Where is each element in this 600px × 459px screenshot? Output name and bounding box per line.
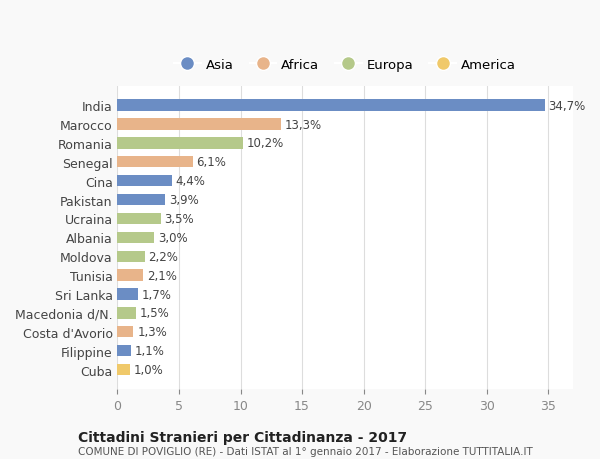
Text: 2,2%: 2,2% — [148, 250, 178, 263]
Text: 6,1%: 6,1% — [196, 156, 226, 169]
Bar — [118, 119, 281, 130]
Bar — [118, 100, 545, 112]
Text: Cittadini Stranieri per Cittadinanza - 2017: Cittadini Stranieri per Cittadinanza - 2… — [78, 430, 407, 444]
Bar — [118, 364, 130, 375]
Text: 1,0%: 1,0% — [133, 364, 163, 376]
Text: 4,4%: 4,4% — [175, 175, 205, 188]
Bar — [118, 345, 131, 357]
Text: 3,5%: 3,5% — [164, 213, 194, 225]
Bar — [118, 308, 136, 319]
Text: 1,3%: 1,3% — [137, 325, 167, 339]
Text: 1,1%: 1,1% — [135, 344, 164, 358]
Legend: Asia, Africa, Europa, America: Asia, Africa, Europa, America — [169, 54, 521, 77]
Text: 3,9%: 3,9% — [169, 194, 199, 207]
Bar — [118, 213, 161, 224]
Text: 3,0%: 3,0% — [158, 231, 188, 244]
Text: 1,5%: 1,5% — [140, 307, 169, 320]
Bar — [118, 270, 143, 281]
Text: 2,1%: 2,1% — [147, 269, 177, 282]
Bar — [118, 195, 166, 206]
Bar — [118, 326, 133, 338]
Bar — [118, 251, 145, 263]
Text: COMUNE DI POVIGLIO (RE) - Dati ISTAT al 1° gennaio 2017 - Elaborazione TUTTITALI: COMUNE DI POVIGLIO (RE) - Dati ISTAT al … — [78, 447, 533, 456]
Text: 1,7%: 1,7% — [142, 288, 172, 301]
Bar — [118, 176, 172, 187]
Bar — [118, 138, 243, 149]
Bar — [118, 232, 154, 244]
Text: 10,2%: 10,2% — [247, 137, 284, 150]
Bar — [118, 289, 139, 300]
Text: 13,3%: 13,3% — [285, 118, 322, 131]
Bar — [118, 157, 193, 168]
Text: 34,7%: 34,7% — [548, 100, 586, 112]
